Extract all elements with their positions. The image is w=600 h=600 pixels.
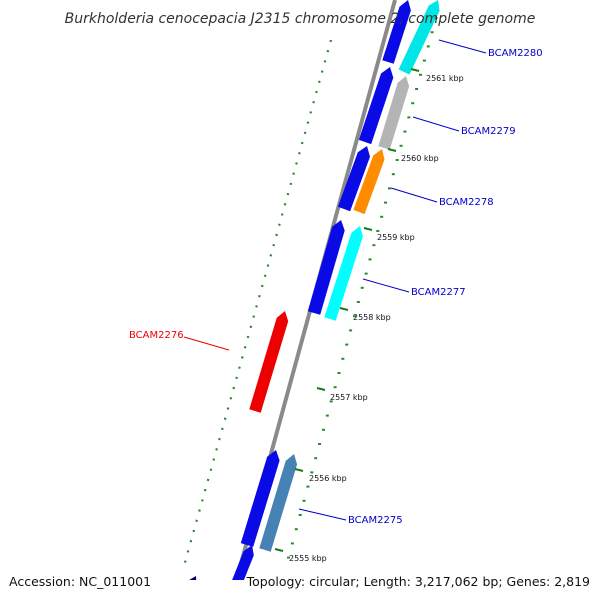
scale-tick (294, 468, 304, 472)
gene-feature-arrow[interactable] (353, 149, 385, 215)
gene-label-bcam2280[interactable]: BCAM2280 (488, 48, 543, 59)
gene-label-bcam2278[interactable]: BCAM2278 (439, 197, 494, 208)
label-leader-line (183, 336, 230, 351)
kbp-label-2556: 2556 kbp (309, 474, 347, 483)
gene-feature-arrow[interactable] (337, 146, 370, 212)
label-leader-line (390, 187, 438, 203)
gene-feature-arrow[interactable] (324, 226, 363, 321)
kbp-label-2560: 2560 kbp (401, 154, 439, 163)
scale-ticks (274, 17, 438, 559)
gene-feature-arrow[interactable] (240, 450, 280, 547)
topology-text: Topology: circular; Length: 3,217,062 bp… (246, 574, 590, 589)
accession-text: Accession: NC_011001 (9, 574, 151, 589)
gene-feature-arrow[interactable] (378, 76, 410, 150)
gene-feature-arrow[interactable] (307, 220, 345, 315)
gene-feature-arrow[interactable] (179, 576, 197, 600)
gene-feature-arrow[interactable] (358, 67, 394, 145)
kbp-label-2555: 2555 kbp (289, 554, 327, 563)
label-leader-line (362, 278, 410, 293)
gene-label-bcam2277[interactable]: BCAM2277 (411, 287, 466, 298)
gene-feature-arrow[interactable] (382, 0, 411, 64)
label-leader-line (298, 508, 347, 521)
kbp-label-2561: 2561 kbp (426, 74, 464, 83)
label-leader-lines (183, 39, 487, 521)
gene-feature-arrow[interactable] (249, 311, 289, 413)
kbp-label-2557: 2557 kbp (330, 393, 368, 402)
scale-tick (387, 148, 397, 152)
scale-tick (363, 227, 373, 231)
kbp-label-2559: 2559 kbp (377, 233, 415, 242)
scale-tick (316, 387, 326, 391)
gene-feature-arrow[interactable] (259, 454, 298, 552)
gene-feature-arrow[interactable] (398, 0, 440, 75)
map-title: Burkholderia cenocepacia J2315 chromosom… (65, 11, 536, 27)
label-leader-line (412, 116, 460, 132)
kbp-label-2558: 2558 kbp (353, 313, 391, 322)
scale-tick (274, 548, 284, 552)
scale-tick (339, 307, 349, 311)
gene-label-bcam2279[interactable]: BCAM2279 (461, 126, 516, 137)
label-leader-line (438, 39, 487, 54)
gene-label-bcam2275[interactable]: BCAM2275 (348, 515, 403, 526)
gene-feature-arrow[interactable] (231, 545, 254, 587)
gene-label-bcam2276[interactable]: BCAM2276 (129, 330, 184, 341)
gene-features (179, 0, 440, 600)
scale-tick (410, 68, 420, 72)
gene-feature-arrow[interactable] (199, 582, 215, 600)
